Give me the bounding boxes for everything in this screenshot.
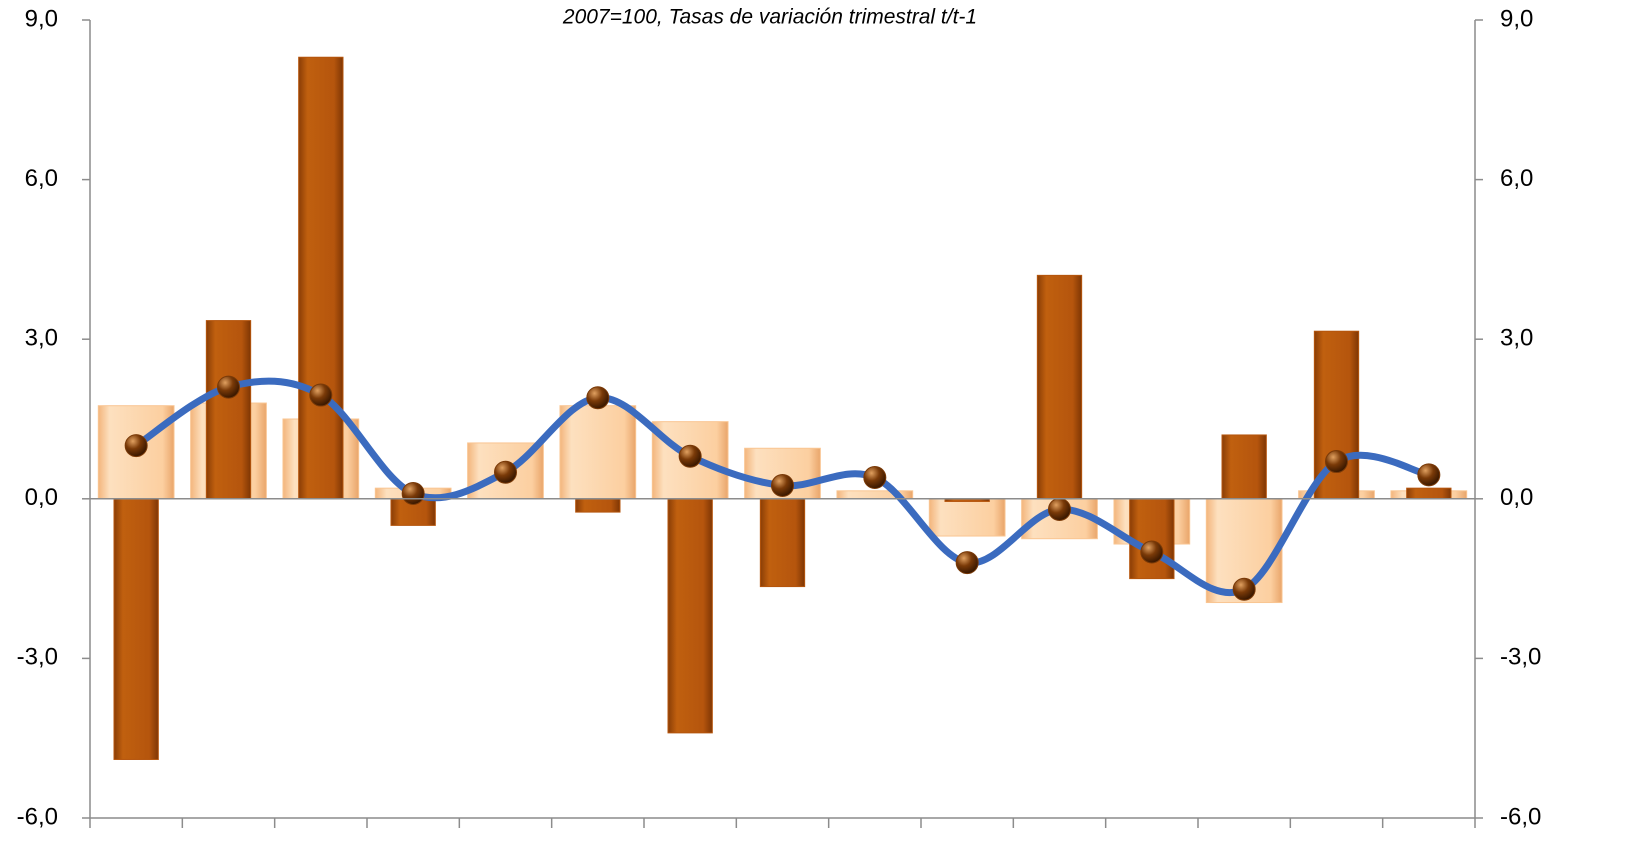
bar xyxy=(667,498,713,734)
marker xyxy=(401,481,425,505)
y2-tick-label: 6,0 xyxy=(1500,165,1533,192)
marker xyxy=(678,444,702,468)
bar xyxy=(298,56,344,500)
marker xyxy=(955,551,979,575)
bar xyxy=(1129,498,1175,580)
marker xyxy=(1140,540,1164,564)
chart-subtitle: 2007=100, Tasas de variación trimestral … xyxy=(562,6,977,29)
bar xyxy=(205,320,252,500)
marker xyxy=(1232,577,1256,601)
y2-tick-label: -3,0 xyxy=(1500,644,1541,671)
bar xyxy=(928,498,1006,537)
bar xyxy=(1221,434,1267,500)
y2-tick-label: 0,0 xyxy=(1500,484,1533,511)
y-tick-label: 6,0 xyxy=(25,165,58,192)
y-tick-label: -3,0 xyxy=(17,644,58,671)
marker xyxy=(863,466,887,490)
marker xyxy=(1325,450,1348,474)
marker xyxy=(1048,497,1071,521)
y-tick-label: 3,0 xyxy=(25,325,58,352)
marker xyxy=(494,460,517,484)
marker xyxy=(586,386,610,410)
bar xyxy=(575,498,621,513)
y2-tick-label: -6,0 xyxy=(1500,803,1541,830)
marker xyxy=(217,375,240,399)
marker xyxy=(771,474,794,497)
marker xyxy=(309,383,333,407)
bar xyxy=(759,498,806,588)
y2-tick-label: 9,0 xyxy=(1500,5,1533,32)
y-tick-label: 9,0 xyxy=(25,5,58,32)
bar xyxy=(113,498,159,760)
bar xyxy=(1036,274,1083,500)
y-tick-label: -6,0 xyxy=(17,803,58,830)
marker xyxy=(124,434,148,458)
y-tick-label: 0,0 xyxy=(25,484,58,511)
bar xyxy=(1406,487,1452,500)
bar xyxy=(559,405,637,500)
marker xyxy=(1417,463,1441,487)
y2-tick-label: 3,0 xyxy=(1500,325,1533,352)
